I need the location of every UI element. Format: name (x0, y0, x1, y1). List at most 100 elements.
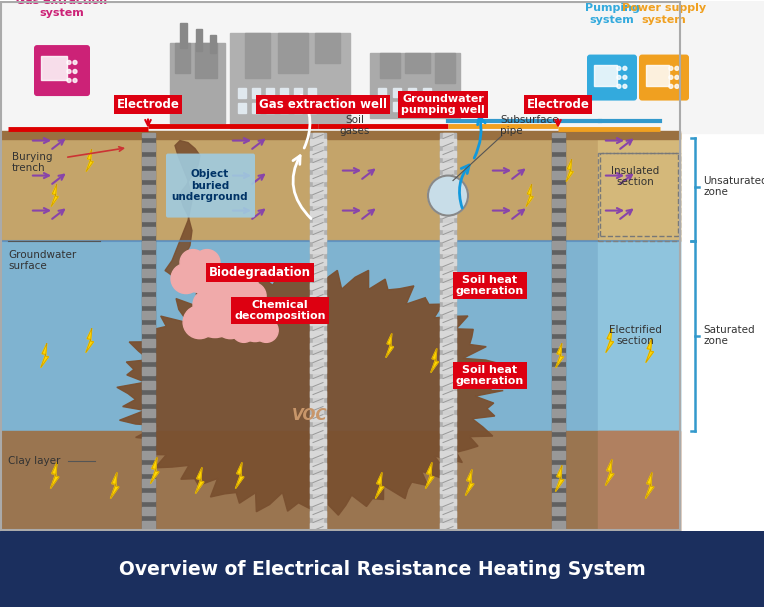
Text: Power supply
system: Power supply system (622, 3, 706, 24)
Bar (310, 211, 326, 217)
Bar (552, 132, 565, 137)
Bar (310, 367, 326, 373)
Bar (245, 33, 270, 78)
Polygon shape (111, 473, 119, 498)
Bar (141, 226, 154, 234)
Bar (195, 42, 217, 78)
Bar (440, 186, 456, 192)
Text: Unsaturated
zone: Unsaturated zone (703, 176, 764, 197)
Bar (552, 283, 565, 291)
Text: Saturated
zone: Saturated zone (703, 325, 755, 347)
Bar (408, 87, 416, 97)
Bar (141, 132, 154, 137)
Bar (440, 271, 456, 277)
Bar (440, 367, 456, 373)
Circle shape (250, 307, 271, 328)
Bar (141, 492, 154, 501)
Bar (552, 507, 565, 515)
FancyBboxPatch shape (34, 45, 90, 96)
Bar (598, 152, 680, 240)
Bar (552, 521, 565, 529)
Bar (0, 240, 680, 430)
Bar (598, 430, 680, 531)
Text: Electrified
section: Electrified section (609, 325, 662, 347)
Circle shape (675, 66, 679, 70)
Bar (552, 185, 565, 192)
Bar (238, 87, 246, 98)
Bar (141, 450, 154, 458)
Bar (310, 402, 326, 409)
Bar (423, 87, 431, 97)
Bar (266, 103, 274, 112)
Bar (141, 325, 154, 333)
Bar (141, 422, 154, 430)
Polygon shape (40, 344, 49, 368)
Bar (552, 171, 565, 178)
Bar (0, 430, 680, 531)
Bar (440, 331, 456, 336)
Bar (440, 259, 456, 265)
Circle shape (73, 69, 77, 73)
Bar (440, 510, 456, 517)
Polygon shape (151, 458, 159, 484)
Bar (310, 246, 326, 253)
Circle shape (239, 307, 260, 328)
Polygon shape (426, 463, 434, 489)
Bar (315, 33, 340, 63)
Circle shape (623, 84, 627, 89)
Polygon shape (526, 185, 533, 206)
Bar (552, 478, 565, 487)
Bar (310, 319, 326, 325)
Bar (141, 240, 154, 248)
Circle shape (180, 249, 206, 276)
Bar (552, 409, 565, 416)
Polygon shape (50, 463, 59, 489)
Circle shape (617, 75, 621, 80)
Circle shape (193, 290, 222, 319)
Circle shape (254, 318, 278, 342)
Circle shape (67, 78, 71, 83)
Bar (440, 342, 456, 348)
Bar (252, 87, 260, 98)
Bar (594, 65, 617, 86)
Bar (278, 33, 308, 73)
Circle shape (73, 78, 77, 83)
Text: Overview of Electrical Resistance Heating System: Overview of Electrical Resistance Heatin… (118, 560, 646, 578)
Circle shape (623, 66, 627, 70)
Text: Soil heat
generation: Soil heat generation (456, 275, 524, 296)
Bar (141, 254, 154, 263)
Bar (552, 198, 565, 206)
Bar (440, 487, 456, 492)
Bar (294, 103, 302, 112)
Circle shape (180, 253, 220, 293)
Bar (552, 240, 565, 248)
Bar (310, 523, 326, 529)
Polygon shape (117, 265, 503, 515)
Bar (378, 101, 386, 110)
Circle shape (222, 270, 245, 293)
Bar (552, 297, 565, 305)
Bar (310, 132, 326, 531)
Text: Biodegradation: Biodegradation (209, 266, 311, 279)
Circle shape (209, 290, 237, 319)
Bar (294, 87, 302, 98)
Bar (141, 198, 154, 206)
Bar (552, 157, 565, 164)
Bar (440, 354, 456, 361)
Bar (440, 246, 456, 253)
Bar (440, 307, 456, 313)
Bar (141, 353, 154, 361)
Text: Insulated
section: Insulated section (611, 166, 659, 188)
Bar (141, 132, 154, 531)
Bar (440, 138, 456, 144)
Text: Electrode: Electrode (526, 98, 590, 111)
Bar (310, 186, 326, 192)
Bar (230, 33, 350, 127)
Bar (141, 268, 154, 277)
Bar (308, 87, 316, 98)
Bar (310, 234, 326, 240)
Bar (310, 439, 326, 444)
Circle shape (239, 310, 271, 342)
Text: Burying
trench: Burying trench (12, 152, 53, 174)
Bar (310, 175, 326, 180)
